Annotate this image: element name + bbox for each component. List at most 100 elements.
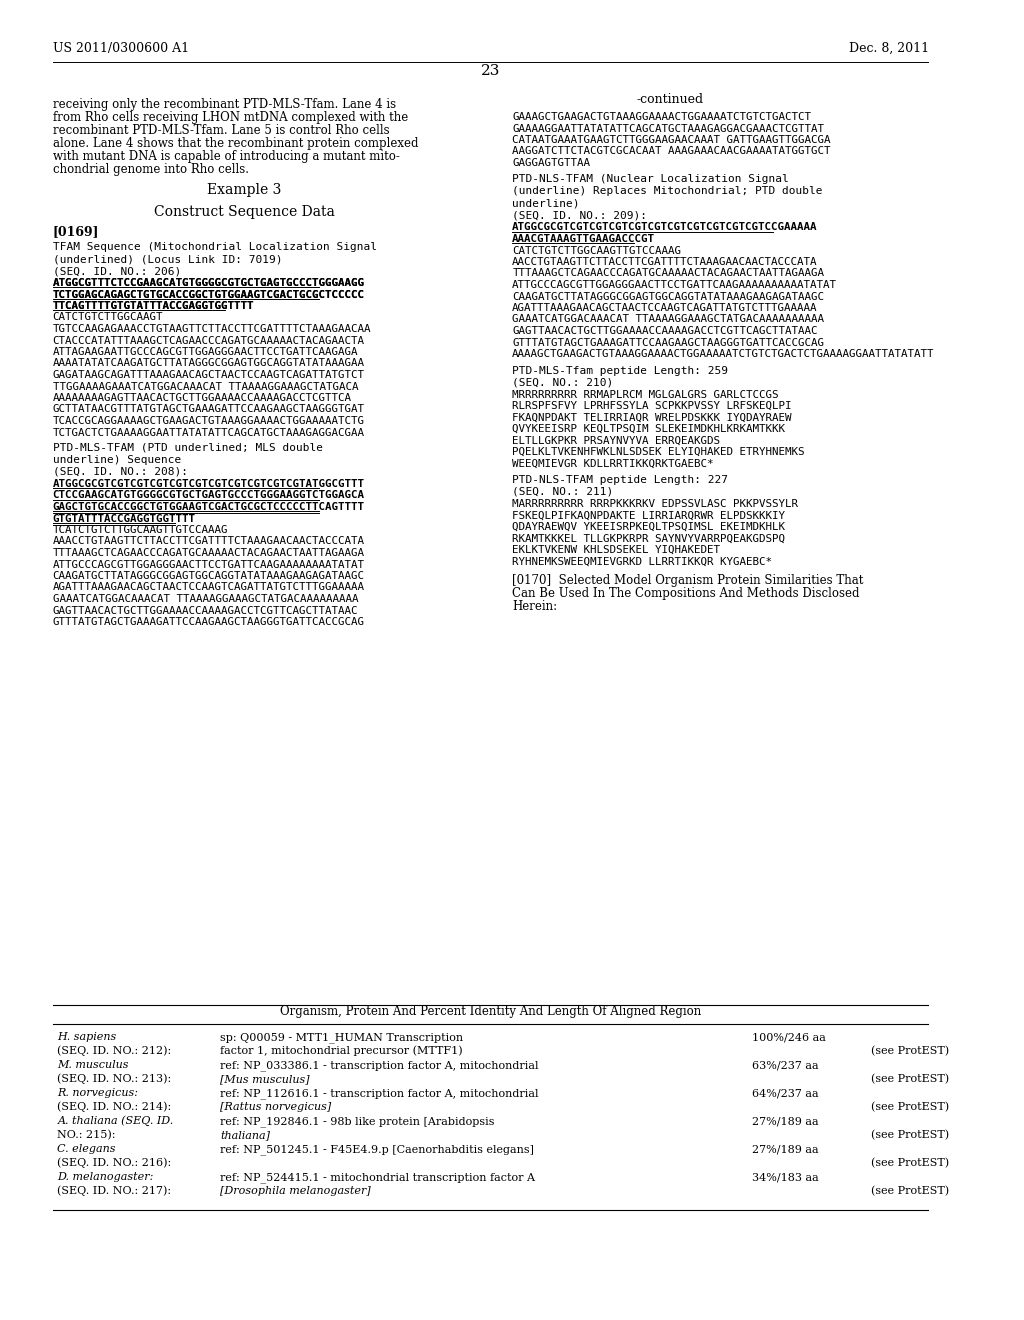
Text: TTTAAAGCTCAGAACCCAGATGCAAAAACTACAGAACTAATTAGAAGA: TTTAAAGCTCAGAACCCAGATGCAAAAACTACAGAACTAA… [512, 268, 824, 279]
Text: with mutant DNA is capable of introducing a mutant mito-: with mutant DNA is capable of introducin… [52, 150, 399, 162]
Text: (SEQ. ID. NO.: 217):: (SEQ. ID. NO.: 217): [57, 1185, 172, 1196]
Text: US 2011/0300600 A1: US 2011/0300600 A1 [52, 42, 188, 55]
Text: Example 3: Example 3 [207, 183, 282, 197]
Text: GAGTTAACACTGCTTGGAAAACCAAAAGACCTCGTTCAGCTTATAAC: GAGTTAACACTGCTTGGAAAACCAAAAGACCTCGTTCAGC… [512, 326, 818, 337]
Text: CAAGATGCTTATAGGGCGGAGTGGCAGGTATATAAAGAAGAGATAAGC: CAAGATGCTTATAGGGCGGAGTGGCAGGTATATAAAGAAG… [512, 292, 824, 301]
Text: AACCTGTAAGTTCTTACCTTCGATTTTCTAAAGAACAACTACCCATA: AACCTGTAAGTTCTTACCTTCGATTTTCTAAAGAACAACT… [512, 257, 818, 267]
Text: GAAAGCTGAAGACTGTAAAGGAAAACTGGAAAATCTGTCTGACTCT: GAAAGCTGAAGACTGTAAAGGAAAACTGGAAAATCTGTCT… [512, 112, 811, 121]
Text: AAAAAAAAGAGTTAACACTGCTTGGAAAACCAAAAGACCTCGTTCA: AAAAAAAAGAGTTAACACTGCTTGGAAAACCAAAAGACCT… [52, 393, 351, 403]
Text: GTGTATTTACCGAGGTGGTTTT: GTGTATTTACCGAGGTGGTTTT [52, 513, 196, 524]
Text: MRRRRRRRRR RRMAPLRCM MGLGALGRS GARLCTCCGS: MRRRRRRRRR RRMAPLRCM MGLGALGRS GARLCTCCG… [512, 389, 779, 400]
Text: H. sapiens: H. sapiens [57, 1032, 117, 1041]
Text: ATGGCGTTTCTCCGAAGCATGTGGGGCGTGCTGAGTGCCCTGGGAAGG: ATGGCGTTTCTCCGAAGCATGTGGGGCGTGCTGAGTGCCC… [52, 279, 365, 288]
Text: ATTGCCCAGCGTTGGAGGGAACTTCCTGATTCAAGAAAAAAAATATAT: ATTGCCCAGCGTTGGAGGGAACTTCCTGATTCAAGAAAAA… [52, 560, 365, 569]
Text: alone. Lane 4 shows that the recombinant protein complexed: alone. Lane 4 shows that the recombinant… [52, 137, 418, 150]
Text: NO.: 215):: NO.: 215): [57, 1130, 116, 1140]
Text: (see ProtEST): (see ProtEST) [871, 1130, 949, 1140]
Text: (SEQ. NO.: 210): (SEQ. NO.: 210) [512, 378, 613, 388]
Text: 100%/246 aa: 100%/246 aa [752, 1032, 825, 1041]
Text: ref: NP_524415.1 - mitochondrial transcription factor A: ref: NP_524415.1 - mitochondrial transcr… [220, 1172, 536, 1183]
Text: TTGGAAAAGAAATCATGGACAAACAT TTAAAAGGAAAGCTATGACA: TTGGAAAAGAAATCATGGACAAACAT TTAAAAGGAAAGC… [52, 381, 358, 392]
Text: AGATTTAAAGAACAGCTAACTCCAAGTCAGATTATGTCTTTGGAAAAA: AGATTTAAAGAACAGCTAACTCCAAGTCAGATTATGTCTT… [52, 582, 365, 593]
Text: Organism, Protein And Percent Identity And Length Of Aligned Region: Organism, Protein And Percent Identity A… [280, 1005, 700, 1018]
Text: CATCTGTCTTGGCAAGT: CATCTGTCTTGGCAAGT [52, 313, 163, 322]
Text: [Rattus norvegicus]: [Rattus norvegicus] [220, 1102, 332, 1111]
Text: (SEQ. ID. NO.: 212):: (SEQ. ID. NO.: 212): [57, 1045, 172, 1056]
Text: [Mus musculus]: [Mus musculus] [220, 1074, 310, 1084]
Text: (see ProtEST): (see ProtEST) [871, 1073, 949, 1084]
Text: PQELKLTVKENHFWKLNLSDSEK ELYIQHAKED ETRYHNEMKS: PQELKLTVKENHFWKLNLSDSEK ELYIQHAKED ETRYH… [512, 447, 805, 457]
Text: Can Be Used In The Compositions And Methods Disclosed: Can Be Used In The Compositions And Meth… [512, 587, 860, 601]
Text: GTTTATGTAGCTGAAAGATTCCAAGAAGCTAAGGGTGATTCACCGCAG: GTTTATGTAGCTGAAAGATTCCAAGAAGCTAAGGGTGATT… [52, 616, 365, 627]
Text: Herein:: Herein: [512, 601, 557, 612]
Text: AAAATATATCAAGATGCTTATAGGGCGGAGTGGCAGGTATATAAAGAA: AAAATATATCAAGATGCTTATAGGGCGGAGTGGCAGGTAT… [52, 359, 365, 368]
Text: ELTLLGKPKR PRSAYNVYVA ERRQEAKGDS: ELTLLGKPKR PRSAYNVYVA ERRQEAKGDS [512, 436, 720, 446]
Text: ATGGCGTTTCTCCGAAGCATGTGGGGCGTGCTGAGTGCCCTGGGAAGG: ATGGCGTTTCTCCGAAGCATGTGGGGCGTGCTGAGTGCCC… [52, 279, 365, 288]
Text: AAACGTAAAGTTGAAGACCCGT: AAACGTAAAGTTGAAGACCCGT [512, 234, 655, 244]
Text: TTTAAAGCTCAGAACCCAGATGCAAAAACTACAGAACTAATTAGAAGA: TTTAAAGCTCAGAACCCAGATGCAAAAACTACAGAACTAA… [52, 548, 365, 558]
Text: (underlined) (Locus Link ID: 7019): (underlined) (Locus Link ID: 7019) [52, 253, 283, 264]
Text: CATAATGAAATGAAGTCTTGGGAAGAACAAAT GATTGAAGTTGGACGA: CATAATGAAATGAAGTCTTGGGAAGAACAAAT GATTGAA… [512, 135, 830, 145]
Text: 23: 23 [480, 63, 500, 78]
Text: AAGGATCTTCTACGTCGCACAAT AAAGAAACAACGAAAATATGGTGCT: AAGGATCTTCTACGTCGCACAAT AAAGAAACAACGAAAA… [512, 147, 830, 157]
Text: ATGGCGCGTCGTCGTCGTCGTCGTCGTCGTCGTCGTCGTCCGAAAAA: ATGGCGCGTCGTCGTCGTCGTCGTCGTCGTCGTCGTCGTC… [512, 223, 818, 232]
Text: recombinant PTD-MLS-Tfam. Lane 5 is control Rho cells: recombinant PTD-MLS-Tfam. Lane 5 is cont… [52, 124, 389, 137]
Text: [0170]  Selected Model Organism Protein Similarities That: [0170] Selected Model Organism Protein S… [512, 574, 863, 587]
Text: TCATCTGTCTTGGCAAGTTGTCCAAAG: TCATCTGTCTTGGCAAGTTGTCCAAAG [52, 525, 228, 535]
Text: CAAGATGCTTATAGGGCGGAGTGGCAGGTATATAAAGAAGAGATAAGC: CAAGATGCTTATAGGGCGGAGTGGCAGGTATATAAAGAAG… [52, 572, 365, 581]
Text: RLRSPFSFVY LPRHFSSYLA SCPKKPVSSY LRFSKEQLPI: RLRSPFSFVY LPRHFSSYLA SCPKKPVSSY LRFSKEQ… [512, 401, 792, 411]
Text: 27%/189 aa: 27%/189 aa [752, 1115, 818, 1126]
Text: TFAM Sequence (Mitochondrial Localization Signal: TFAM Sequence (Mitochondrial Localizatio… [52, 242, 377, 252]
Text: (SEQ. NO.: 211): (SEQ. NO.: 211) [512, 487, 613, 498]
Text: (SEQ. ID. NO.: 209):: (SEQ. ID. NO.: 209): [512, 210, 647, 220]
Text: (underline) Replaces Mitochondrial; PTD double: (underline) Replaces Mitochondrial; PTD … [512, 186, 822, 197]
Text: -continued: -continued [637, 92, 703, 106]
Text: CTACCCATATTTAAAGCTCAGAACCCAGATGCAAAAACTACAGAACTA: CTACCCATATTTAAAGCTCAGAACCCAGATGCAAAAACTA… [52, 335, 365, 346]
Text: MARRRRRRRRR RRRPKKKRKV EDPSSVLASC PKKPVSSYLR: MARRRRRRRRR RRRPKKKRKV EDPSSVLASC PKKPVS… [512, 499, 799, 510]
Text: M. musculus: M. musculus [57, 1060, 129, 1071]
Text: (SEQ. ID. NO.: 214):: (SEQ. ID. NO.: 214): [57, 1101, 172, 1111]
Text: RYHNEMKSWEEQMIEVGRKD LLRRTIKKQR KYGAEBC*: RYHNEMKSWEEQMIEVGRKD LLRRTIKKQR KYGAEBC* [512, 557, 772, 566]
Text: GAGATAAGCAGATTTAAAGAACAGCTAACTCCAAGTCAGATTATGTCT: GAGATAAGCAGATTTAAAGAACAGCTAACTCCAAGTCAGA… [52, 370, 365, 380]
Text: from Rho cells receiving LHON mtDNA complexed with the: from Rho cells receiving LHON mtDNA comp… [52, 111, 408, 124]
Text: TGTCCAAGAGAAACCTGTAAGTTCTTACCTTCGATTTTCTAAAGAACAA: TGTCCAAGAGAAACCTGTAAGTTCTTACCTTCGATTTTCT… [52, 323, 371, 334]
Text: (see ProtEST): (see ProtEST) [871, 1158, 949, 1168]
Text: RKAMTKKKEL TLLGKPKRPR SAYNVYVARRPQEAKGDSPQ: RKAMTKKKEL TLLGKPKRPR SAYNVYVARRPQEAKGDS… [512, 533, 785, 544]
Text: PTD-MLS-Tfam peptide Length: 259: PTD-MLS-Tfam peptide Length: 259 [512, 366, 728, 375]
Text: TCTGACTCTGAAAAGGAATTATATATTCAGCATGCTAAAGAGGACGAA: TCTGACTCTGAAAAGGAATTATATATTCAGCATGCTAAAG… [52, 428, 365, 437]
Text: ref: NP_033386.1 - transcription factor A, mitochondrial: ref: NP_033386.1 - transcription factor … [220, 1060, 539, 1071]
Text: C. elegans: C. elegans [57, 1144, 116, 1154]
Text: TCTGGAGCAGAGCTGTGCACCGGCTGTGGAAGTCGACTGCGCTCCCCC: TCTGGAGCAGAGCTGTGCACCGGCTGTGGAAGTCGACTGC… [52, 289, 365, 300]
Text: GAAATCATGGACAAACAT TTAAAAGGAAAGCTATGACAAAAAAAAA: GAAATCATGGACAAACAT TTAAAAGGAAAGCTATGACAA… [52, 594, 358, 605]
Text: ATGGCGCGTCGTCGTCGTCGTCGTCGTCGTCGTCGTCGTATGGCGTTT: ATGGCGCGTCGTCGTCGTCGTCGTCGTCGTCGTCGTCGTA… [52, 479, 365, 488]
Text: thaliana]: thaliana] [220, 1130, 270, 1140]
Text: Construct Sequence Data: Construct Sequence Data [154, 205, 335, 219]
Text: GAGGAGTGTTAA: GAGGAGTGTTAA [512, 158, 590, 168]
Text: (SEQ. ID. NO.: 213):: (SEQ. ID. NO.: 213): [57, 1073, 172, 1084]
Text: AGATTTAAAGAACAGCTAACTCCAAGTCAGATTATGTCTTTGAAAAA: AGATTTAAAGAACAGCTAACTCCAAGTCAGATTATGTCTT… [512, 304, 818, 313]
Text: AAACCTGTAAGTTCTTACCTTCGATTTTCTAAAGAACAACTACCCATA: AAACCTGTAAGTTCTTACCTTCGATTTTCTAAAGAACAAC… [52, 536, 365, 546]
Text: GAAAAGGAATTATATATTCAGCATGCTAAAGAGGACGAAACTCGTTAT: GAAAAGGAATTATATATTCAGCATGCTAAAGAGGACGAAA… [512, 124, 824, 133]
Text: (SEQ. ID. NO.: 206): (SEQ. ID. NO.: 206) [52, 267, 181, 276]
Text: receiving only the recombinant PTD-MLS-Tfam. Lane 4 is: receiving only the recombinant PTD-MLS-T… [52, 98, 396, 111]
Text: GCTTATAACGTTTATGTAGCTGAAAGATTCCAAGAAGCTAAGGGTGAT: GCTTATAACGTTTATGTAGCTGAAAGATTCCAAGAAGCTA… [52, 404, 365, 414]
Text: R. norvegicus:: R. norvegicus: [57, 1088, 138, 1098]
Text: CTCCGAAGCATGTGGGGCGTGCTGAGTGCCCTGGGAAGGTCTGGAGCA: CTCCGAAGCATGTGGGGCGTGCTGAGTGCCCTGGGAAGGT… [52, 491, 365, 500]
Text: chondrial genome into Rho cells.: chondrial genome into Rho cells. [52, 162, 249, 176]
Text: ref: NP_112616.1 - transcription factor A, mitochondrial: ref: NP_112616.1 - transcription factor … [220, 1088, 539, 1098]
Text: 63%/237 aa: 63%/237 aa [752, 1060, 818, 1071]
Text: [Drosophila melanogaster]: [Drosophila melanogaster] [220, 1185, 371, 1196]
Text: EKLKTVKENW KHLSDSEKEL YIQHAKEDET: EKLKTVKENW KHLSDSEKEL YIQHAKEDET [512, 545, 720, 554]
Text: GTTTATGTAGCTGAAAGATTCCAAGAAGCTAAGGGTGATTCACCGCAG: GTTTATGTAGCTGAAAGATTCCAAGAAGCTAAGGGTGATT… [512, 338, 824, 347]
Text: AAAAGCTGAAGACTGTAAAGGAAAACTGGAAAAATCTGTCTGACTCTGAAAAGGAATTATATATT: AAAAGCTGAAGACTGTAAAGGAAAACTGGAAAAATCTGTC… [512, 348, 935, 359]
Text: (see ProtEST): (see ProtEST) [871, 1045, 949, 1056]
Text: PTD-NLS-TFAM (Nuclear Localization Signal: PTD-NLS-TFAM (Nuclear Localization Signa… [512, 174, 790, 185]
Text: sp: Q00059 - MTT1_HUMAN Transcription: sp: Q00059 - MTT1_HUMAN Transcription [220, 1032, 463, 1043]
Text: 64%/237 aa: 64%/237 aa [752, 1088, 818, 1098]
Text: FSKEQLPIFKAQNPDAKTE LIRRIARQRWR ELPDSKKKIY: FSKEQLPIFKAQNPDAKTE LIRRIARQRWR ELPDSKKK… [512, 511, 785, 520]
Text: [0169]: [0169] [52, 224, 99, 238]
Text: TCACCGCAGGAAAAGCTGAAGACTGTAAAGGAAAACTGGAAAAATCTG: TCACCGCAGGAAAAGCTGAAGACTGTAAAGGAAAACTGGA… [52, 416, 365, 426]
Text: A. thaliana (SEQ. ID.: A. thaliana (SEQ. ID. [57, 1115, 174, 1126]
Text: QDAYRAEWQV YKEEISRPKEQLTPSQIMSL EKEIMDKHLK: QDAYRAEWQV YKEEISRPKEQLTPSQIMSL EKEIMDKH… [512, 521, 785, 532]
Text: underline) Sequence: underline) Sequence [52, 455, 181, 465]
